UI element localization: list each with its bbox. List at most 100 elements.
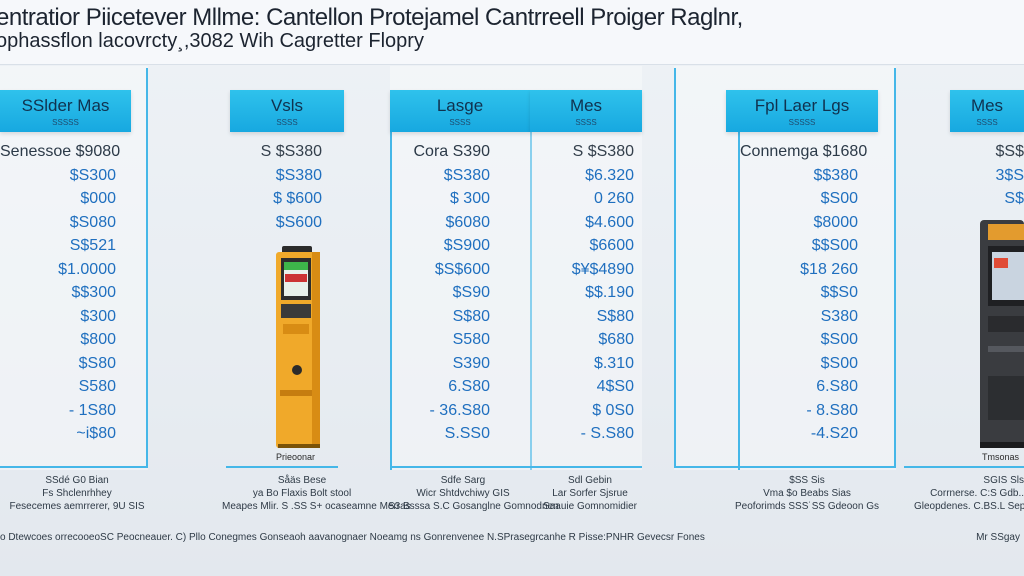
price-cell: $8000 (813, 213, 859, 231)
note-line: Saauie Gomnomidier (543, 501, 637, 512)
divider (390, 130, 392, 470)
price-cell: - 36.S80 (429, 401, 490, 419)
price-cell: $680 (598, 331, 634, 348)
note-line: Wicr Shtdvchiwy GIS (416, 488, 510, 499)
price-cell: Connemga $1680 (740, 143, 868, 160)
note-line: Sdfe Sarg (440, 475, 486, 486)
price-cell: $ 300 (449, 190, 490, 207)
price-list-2: S $S380 $S380 $ $600 $S600 (230, 140, 322, 234)
price-list-6: $S$ 3$S S$ (970, 140, 1024, 211)
price-list-5: Connemga $1680 $$380 $S00 $8000 $$S00 $1… (740, 140, 868, 446)
price-cell: $4.600 (585, 213, 634, 231)
price-cell: S580 (78, 378, 116, 395)
price-cell: $800 (80, 331, 116, 348)
price-cell: - S.S80 (580, 425, 634, 442)
footer-text: o Dtewcoes orrecooeoSC Peocneauer. C) Pl… (0, 532, 705, 543)
column-header-3[interactable]: Lasge SSSS (390, 90, 530, 132)
dark-kiosk-image (980, 220, 1024, 448)
price-cell: $S300 (69, 166, 116, 184)
price-list-1: Senessoe $9080 $S300 $000 $S080 S$521 $1… (0, 140, 120, 446)
divider (894, 68, 896, 468)
note-line: Vma $o Beabs Sias (763, 488, 851, 499)
divider (530, 130, 532, 470)
divider (674, 68, 676, 468)
price-cell: $1.0000 (58, 260, 116, 278)
price-cell: $000 (80, 190, 116, 207)
notes-block: Sdl Gebin Lar Sorfer Sjsrue Saauie Gomno… (540, 474, 640, 513)
notes-block: Såäs Bese ya Bo Flaxis Bolt stool Meapes… (222, 474, 411, 513)
column-title: Mes (970, 96, 1004, 115)
column-title: Mes (569, 96, 603, 115)
note-line: Fs Shclenrhhey (42, 488, 112, 499)
divider (390, 466, 642, 468)
price-cell: $$380 (813, 166, 859, 184)
price-cell: $S900 (443, 237, 490, 254)
price-cell: $S$ (995, 143, 1024, 160)
price-cell: S $S380 (260, 143, 322, 160)
price-cell: $S380 (275, 166, 322, 184)
price-cell: $ $600 (273, 190, 322, 207)
note-line: $SS Sis (789, 475, 825, 486)
price-cell: S580 (452, 331, 490, 348)
price-cell: $S080 (69, 213, 116, 231)
price-cell: $S380 (443, 166, 490, 184)
column-title: Lasge (436, 96, 484, 115)
price-cell: $$S00 (811, 237, 858, 254)
note-line: SSdé G0 Bian (45, 475, 109, 486)
divider (738, 130, 740, 470)
header: entratior Piicetever Mllme: Cantellon Pr… (0, 0, 1024, 65)
column-header-2[interactable]: Vsls SSSS (230, 90, 344, 132)
price-cell: 3$S (995, 166, 1024, 184)
note-line: Gleopdenes. C.BS.L Sepb (914, 501, 1024, 512)
price-cell: $S00 (820, 190, 858, 207)
panel-5 (674, 66, 896, 470)
note-line: Fesecemes aemrrerer, 9U SIS (9, 501, 145, 512)
note-line: Lar Sorfer Sjsrue (552, 488, 628, 499)
column-title: Fpl Laer Lgs (754, 96, 850, 115)
price-cell: $6080 (445, 213, 491, 231)
machine-label: Tmsonas (982, 452, 1020, 462)
price-cell: $S90 (452, 284, 490, 301)
column-subtitle: SSSS (449, 118, 471, 127)
price-cell: $$.190 (585, 284, 634, 301)
notes-block: $SS Sis Vma $o Beabs Sias Peoforimds SSS… (724, 474, 890, 513)
note-line: Meapes Mlir. S .SS S+ ocaseamne Merras (222, 501, 411, 512)
price-cell: $.310 (593, 354, 634, 372)
column-subtitle: SSSSS (788, 118, 816, 127)
price-cell: S390 (452, 354, 490, 372)
price-cell: S$80 (596, 307, 634, 325)
column-header-1[interactable]: SSlder Mas SSSSS (0, 90, 131, 132)
note-line: ya Bo Flaxis Bolt stool (252, 488, 352, 499)
price-cell: $6600 (589, 237, 635, 254)
column-header-5[interactable]: Fpl Laer Lgs SSSSS (726, 90, 878, 132)
price-cell: $$300 (71, 284, 117, 301)
notes-block: Sdfe Sarg Wicr Shtdvchiwy GIS S3 Bsssa S… (388, 474, 559, 513)
price-cell: S$80 (452, 307, 490, 325)
price-cell: S $S380 (572, 143, 634, 160)
column-subtitle: SSSS (976, 118, 998, 127)
note-line: Sdl Gebin (568, 475, 612, 486)
price-cell: $ 0S0 (592, 401, 634, 419)
price-cell: 6.S80 (816, 378, 858, 395)
price-cell: 4$S0 (596, 378, 634, 395)
price-list-4: S $S380 $6.320 0 260 $4.600 $6600 $¥$489… (540, 140, 634, 446)
price-cell: -4.S20 (810, 425, 858, 442)
yellow-kiosk-image (276, 246, 320, 448)
price-cell: $S80 (78, 354, 116, 372)
price-cell: $18 260 (800, 260, 858, 278)
column-header-4[interactable]: Mes SSSS (530, 90, 642, 132)
note-line: S3 Bsssa S.C Gosanglne Gomnodnen (388, 501, 559, 512)
divider (146, 68, 148, 468)
price-cell: $6.320 (585, 166, 634, 184)
column-subtitle: SSSS (276, 118, 298, 127)
price-cell: $S00 (820, 331, 858, 348)
divider (226, 466, 338, 468)
note-line: Såäs Bese (277, 475, 327, 486)
column-header-6[interactable]: Mes SSSS (950, 90, 1024, 132)
price-cell: - 1S80 (68, 401, 116, 419)
price-cell: S$521 (69, 237, 116, 254)
price-cell: S$ (1004, 190, 1024, 207)
divider (674, 466, 896, 468)
machine-label: Prieoonar (276, 452, 316, 462)
page-subtitle: ophassflon lacovrcty¸,3082 Wih Cagretter… (0, 30, 424, 52)
